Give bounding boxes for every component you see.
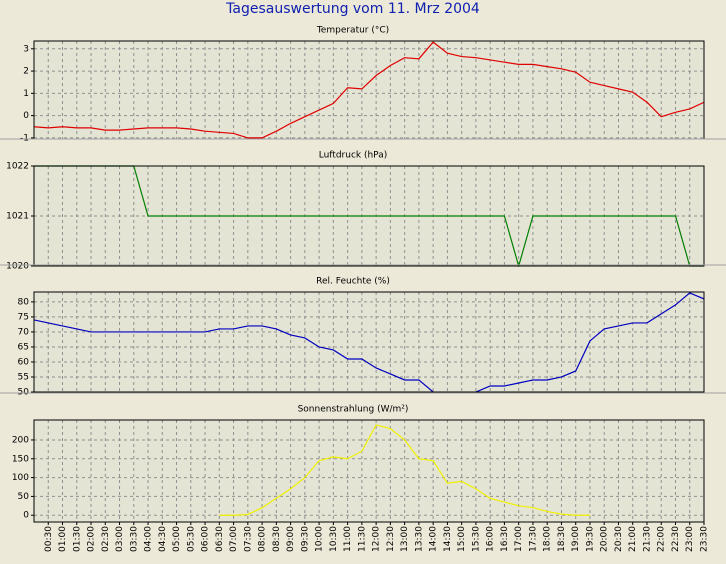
page-title: Tagesauswertung vom 11. Mrz 2004: [225, 1, 480, 17]
x-tick-label: 18:30: [557, 526, 567, 552]
x-tick-label: 15:00: [457, 526, 467, 552]
plot-area: [34, 420, 704, 522]
x-tick-label: 13:30: [414, 526, 424, 552]
x-tick-label: 13:00: [400, 526, 410, 552]
x-tick-label: 02:00: [87, 526, 97, 552]
x-tick-label: 04:30: [158, 526, 168, 552]
x-tick-label: 06:00: [201, 526, 211, 552]
y-tick-label: 75: [18, 312, 29, 322]
x-tick-label: 17:30: [528, 526, 538, 552]
y-tick-label: 80: [18, 297, 30, 307]
y-tick-label: 0: [23, 511, 29, 521]
y-tick-label: 65: [18, 342, 29, 352]
x-tick-label: 20:00: [600, 526, 610, 552]
y-tick-label: 70: [18, 327, 30, 337]
plot-border: [33, 419, 705, 523]
y-tick-label: 50: [18, 492, 30, 502]
y-tick-label: 1: [23, 89, 29, 99]
x-tick-label: 23:30: [700, 526, 710, 552]
x-tick-label: 07:00: [229, 526, 239, 552]
x-tick-label: 08:00: [258, 526, 268, 552]
x-tick-label: 01:30: [72, 526, 82, 552]
data-line: [34, 41, 704, 139]
plot-area: [34, 41, 704, 139]
x-tick-label: 22:30: [671, 526, 681, 552]
x-tick-label: 23:00: [685, 526, 695, 552]
panel-title: Sonnenstrahlung (W/m²): [298, 405, 409, 415]
x-tick-label: 03:30: [129, 526, 139, 552]
data-line: [34, 165, 704, 267]
y-tick-label: 150: [12, 454, 29, 464]
y-tick-label: 200: [12, 435, 29, 445]
x-tick-label: 06:30: [215, 526, 225, 552]
x-tick-label: 14:30: [443, 526, 453, 552]
panel-title: Luftdruck (hPa): [319, 151, 388, 161]
x-tick-label: 09:00: [286, 526, 296, 552]
panel-title: Rel. Feuchte (%): [316, 277, 390, 287]
x-tick-label: 18:00: [543, 526, 553, 552]
y-tick-label: 0: [23, 111, 29, 121]
x-tick-label: 00:30: [44, 526, 54, 552]
x-tick-label: 10:30: [329, 526, 339, 552]
x-tick-label: 05:00: [172, 526, 182, 552]
x-tick-label: 19:00: [571, 526, 581, 552]
x-tick-label: 02:30: [101, 526, 111, 552]
x-tick-label: 03:00: [115, 526, 125, 552]
x-tick-label: 15:30: [471, 526, 481, 552]
y-tick-label: -1: [20, 133, 29, 143]
x-tick-label: 14:00: [429, 526, 439, 552]
x-tick-label: 11:30: [357, 526, 367, 552]
y-tick-label: 1022: [6, 162, 29, 172]
x-tick-label: 22:00: [657, 526, 667, 552]
plot-border: [33, 165, 705, 267]
y-tick-label: 100: [12, 473, 29, 483]
data-line: [219, 424, 590, 516]
y-tick-label: 3: [23, 44, 29, 54]
x-tick-label: 01:00: [58, 526, 68, 552]
x-tick-label: 12:30: [386, 526, 396, 552]
plot-border: [33, 291, 705, 393]
panel-title: Temperatur (°C): [316, 26, 389, 36]
y-tick-label: 1021: [6, 212, 29, 222]
x-tick-label: 19:30: [585, 526, 595, 552]
x-tick-label: 16:30: [500, 526, 510, 552]
x-tick-label: 17:00: [514, 526, 524, 552]
y-tick-label: 2: [23, 67, 29, 77]
data-line: [34, 292, 704, 393]
y-tick-label: 55: [18, 372, 29, 382]
y-tick-label: 1020: [6, 262, 29, 272]
x-tick-label: 08:30: [272, 526, 282, 552]
x-tick-label: 21:00: [628, 526, 638, 552]
x-tick-label: 11:00: [343, 526, 353, 552]
x-tick-label: 10:00: [315, 526, 325, 552]
x-tick-label: 12:00: [372, 526, 382, 552]
x-tick-label: 21:30: [642, 526, 652, 552]
plot-area: [34, 292, 704, 392]
x-tick-label: 07:30: [243, 526, 253, 552]
x-tick-label: 04:00: [144, 526, 154, 552]
x-tick-label: 20:30: [614, 526, 624, 552]
x-tick-label: 09:30: [300, 526, 310, 552]
y-tick-label: 60: [18, 357, 30, 367]
x-tick-label: 05:30: [186, 526, 196, 552]
x-tick-label: 16:00: [486, 526, 496, 552]
